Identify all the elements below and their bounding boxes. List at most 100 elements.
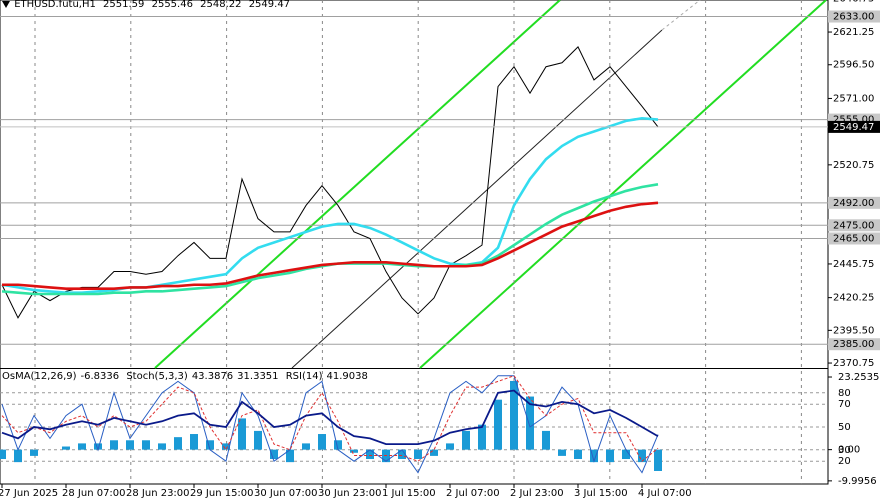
osma-bar	[430, 449, 438, 456]
osma-bar	[222, 443, 230, 450]
osma-bar	[334, 440, 342, 450]
osma-bar	[14, 449, 22, 463]
level-label: 2465.00	[833, 234, 874, 245]
osma-bar	[190, 434, 198, 450]
y2-tick-label: 20	[838, 456, 851, 467]
oscillator-line	[1, 389, 659, 445]
y-tick-label: 2646.75	[833, 0, 874, 4]
osma-bar	[510, 380, 518, 450]
level-label: 2475.00	[833, 220, 874, 231]
osma-bar	[350, 449, 358, 453]
price-label: 2549.47	[833, 122, 874, 133]
moving-average	[1, 183, 659, 296]
x-tick-label: 30 Jun 07:00	[254, 488, 318, 499]
osma-bar	[158, 443, 166, 450]
y-tick-label: -9.9956	[838, 476, 877, 487]
level-tag	[828, 219, 880, 232]
osma-bar	[270, 449, 278, 460]
x-tick-label: 28 Jun 23:00	[126, 488, 190, 499]
osma-bar	[446, 443, 454, 450]
level-tag	[828, 232, 880, 245]
osma-bar	[286, 449, 294, 463]
level-tag	[828, 10, 880, 23]
high: 2555.46	[151, 0, 193, 10]
x-tick-label: 30 Jun 23:00	[318, 488, 382, 499]
osma-bar	[206, 440, 214, 450]
open: 2551.59	[103, 0, 145, 10]
channel-midline	[291, 29, 663, 369]
y-tick-label: 2420.25	[833, 293, 874, 304]
y2-tick-label: 70	[838, 399, 851, 410]
y2-tick-label: 30	[838, 445, 851, 456]
osma-bar	[174, 437, 182, 450]
channel	[154, 0, 827, 369]
level-label: 2385.00	[833, 339, 874, 350]
osma-bar	[542, 430, 550, 450]
osma-bar	[574, 449, 582, 460]
channel-line	[154, 0, 561, 369]
level-label: 2492.00	[833, 198, 874, 209]
plot-frame	[0, 0, 829, 485]
y-tick-label: 2571.00	[833, 93, 874, 104]
rsi-name: RSI(14)	[285, 371, 323, 382]
level-label: 2555.00	[833, 115, 874, 126]
osma-bar	[606, 449, 614, 463]
level-label: 2633.00	[833, 12, 874, 23]
x-tick-label: 1 Jul 15:00	[382, 488, 436, 499]
osma-bar	[94, 443, 102, 450]
moving-average	[2, 201, 659, 291]
x-tick-label: 2 Jul 23:00	[510, 488, 564, 499]
x-tick-label: 28 Jun 07:00	[62, 488, 126, 499]
price-line	[1, 46, 659, 319]
y-tick-label: 2395.50	[833, 325, 874, 336]
x-tick-label: 2 Jul 07:00	[446, 488, 500, 499]
osma-bar	[78, 443, 86, 450]
osma-bar	[398, 449, 406, 460]
stoch-main: 43.3876	[191, 371, 234, 382]
direction-icon	[2, 0, 10, 8]
y-tick-label: 2445.75	[833, 259, 874, 270]
x-tick-label: 4 Jul 07:00	[638, 488, 692, 499]
stoch-signal: 31.3351	[237, 371, 279, 382]
channel-extension	[661, 0, 701, 31]
moving-average	[1, 116, 659, 294]
x-tick-label: 29 Jun 15:00	[190, 488, 254, 499]
symbol-header: ETHUSD.futu,H1 2551.59 2555.46 2548.22 2…	[2, 0, 294, 10]
osma-bar	[302, 443, 310, 450]
osma-bar	[0, 449, 6, 460]
y2-tick-label: 50	[838, 422, 851, 433]
osma-bar	[62, 446, 70, 450]
x-tick-label: 3 Jul 15:00	[574, 488, 628, 499]
level-tag	[828, 338, 880, 351]
osma-bar	[126, 440, 134, 450]
channel-line	[419, 0, 827, 369]
osma-bar	[622, 449, 630, 460]
x-tick-label: 27 Jun 2025	[0, 488, 58, 499]
rsi-value: 41.9038	[326, 371, 368, 382]
level-tag	[828, 196, 880, 209]
y-tick-label: 2621.25	[833, 27, 874, 38]
y-tick-label: 2370.75	[833, 358, 874, 369]
indicator-header: OsMA(12,26,9) -6.8336 Stoch(5,3,3) 43.3876…	[2, 371, 372, 382]
osma-bar	[462, 430, 470, 450]
osma-bar	[638, 449, 646, 463]
osma-bar	[110, 440, 118, 450]
osma-name: OsMA(12,26,9)	[2, 371, 77, 382]
osma-bar	[142, 440, 150, 450]
price-tag	[828, 120, 880, 133]
osma-bar	[654, 449, 662, 471]
oscillator-line	[1, 375, 659, 474]
osma-bar	[590, 449, 598, 463]
osma-bar	[414, 449, 422, 460]
stoch-name: Stoch(5,3,3)	[126, 371, 188, 382]
osma-value: -6.8336	[80, 371, 120, 382]
osma-bar	[254, 430, 262, 450]
y-tick-label: 23.2535	[838, 372, 879, 383]
y-tick-label: 0.00	[838, 445, 860, 456]
low: 2548.22	[200, 0, 242, 10]
close: 2549.47	[248, 0, 291, 10]
oscillator-line	[1, 375, 659, 462]
y-tick-label: 2596.50	[833, 60, 874, 71]
